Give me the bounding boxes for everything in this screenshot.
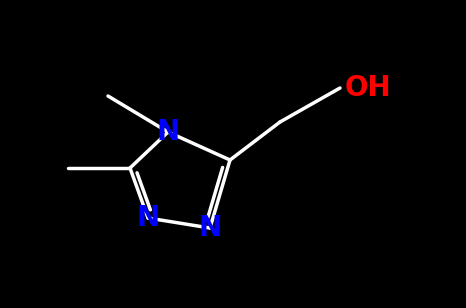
- Text: OH: OH: [345, 74, 391, 102]
- Text: N: N: [199, 214, 221, 242]
- Text: N: N: [137, 204, 159, 232]
- Text: N: N: [157, 118, 179, 146]
